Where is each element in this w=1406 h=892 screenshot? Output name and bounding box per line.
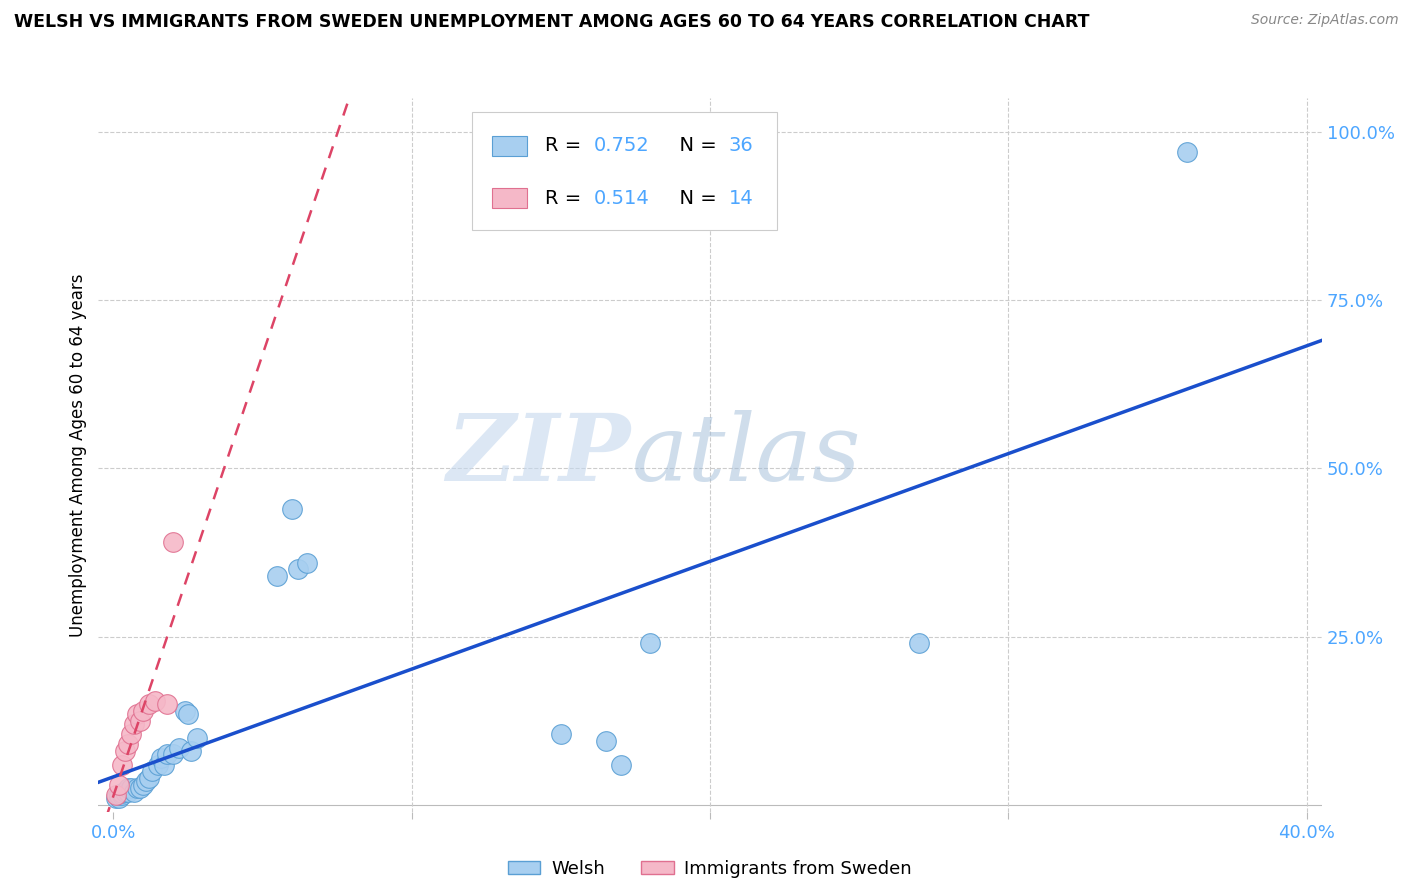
Point	[167, 740, 190, 755]
Point	[117, 781, 139, 796]
Text: 0.752: 0.752	[593, 136, 650, 155]
Point	[180, 744, 202, 758]
Point	[114, 784, 136, 798]
Point	[108, 778, 131, 792]
Text: R =: R =	[546, 136, 588, 155]
Point	[108, 791, 131, 805]
FancyBboxPatch shape	[471, 112, 778, 230]
Point	[105, 788, 128, 802]
Point	[186, 731, 208, 745]
Point	[111, 757, 134, 772]
Point	[281, 501, 304, 516]
Point	[111, 786, 134, 800]
Point	[595, 734, 617, 748]
Point	[162, 747, 184, 762]
Text: 36: 36	[728, 136, 754, 155]
Point	[132, 778, 155, 792]
Point	[908, 636, 931, 650]
Point	[297, 556, 319, 570]
Point	[138, 771, 160, 785]
Point	[117, 738, 139, 752]
Point	[550, 727, 572, 741]
Point	[120, 781, 142, 796]
Point	[114, 744, 136, 758]
Point	[609, 757, 631, 772]
Point	[162, 535, 184, 549]
Point	[122, 784, 145, 798]
Text: Source: ZipAtlas.com: Source: ZipAtlas.com	[1251, 13, 1399, 28]
Point	[640, 636, 662, 650]
Point	[1177, 145, 1199, 159]
Text: ZIP: ZIP	[446, 410, 630, 500]
Point	[135, 774, 157, 789]
Point	[111, 788, 134, 802]
Point	[143, 693, 166, 707]
Text: N =: N =	[668, 136, 723, 155]
Point	[287, 562, 309, 576]
Point	[174, 704, 197, 718]
Point	[127, 707, 149, 722]
Bar	[492, 136, 527, 156]
Point	[108, 788, 131, 802]
Legend: Welsh, Immigrants from Sweden: Welsh, Immigrants from Sweden	[501, 853, 920, 885]
Y-axis label: Unemployment Among Ages 60 to 64 years: Unemployment Among Ages 60 to 64 years	[69, 273, 87, 637]
Point	[150, 751, 173, 765]
Text: WELSH VS IMMIGRANTS FROM SWEDEN UNEMPLOYMENT AMONG AGES 60 TO 64 YEARS CORRELATI: WELSH VS IMMIGRANTS FROM SWEDEN UNEMPLOY…	[14, 13, 1090, 31]
Point	[153, 757, 176, 772]
Text: 0.514: 0.514	[593, 188, 650, 208]
Text: R =: R =	[546, 188, 588, 208]
Text: atlas: atlas	[631, 410, 862, 500]
Point	[177, 707, 200, 722]
Point	[127, 781, 149, 796]
Point	[138, 697, 160, 711]
Point	[132, 704, 155, 718]
Bar	[492, 188, 527, 208]
Point	[156, 747, 179, 762]
Point	[266, 569, 288, 583]
Text: N =: N =	[668, 188, 723, 208]
Point	[122, 717, 145, 731]
Point	[117, 784, 139, 798]
Point	[156, 697, 179, 711]
Point	[120, 727, 142, 741]
Point	[129, 781, 152, 796]
Point	[129, 714, 152, 728]
Point	[141, 764, 163, 779]
Point	[146, 757, 169, 772]
Text: 14: 14	[728, 188, 754, 208]
Point	[105, 791, 128, 805]
